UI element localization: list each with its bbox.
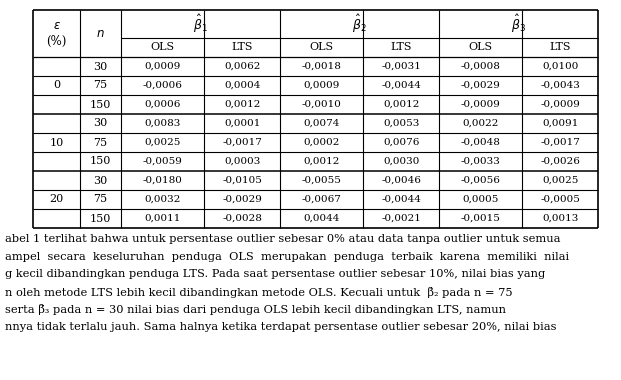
Text: 30: 30 [94, 119, 108, 128]
Text: 30: 30 [94, 62, 108, 71]
Text: 0,0076: 0,0076 [383, 138, 419, 147]
Text: serta β̂₃ pada n = 30 nilai bias dari penduga OLS lebih kecil dibandingkan LTS, : serta β̂₃ pada n = 30 nilai bias dari pe… [5, 304, 506, 315]
Text: 75: 75 [94, 195, 107, 204]
Text: 0,0004: 0,0004 [224, 81, 260, 90]
Text: 0,0012: 0,0012 [224, 100, 260, 109]
Text: n oleh metode LTS lebih kecil dibandingkan metode OLS. Kecuali untuk  β̂₂ pada n: n oleh metode LTS lebih kecil dibandingk… [5, 287, 512, 298]
Text: $\hat{\beta}_2$: $\hat{\beta}_2$ [352, 13, 367, 35]
Text: 150: 150 [90, 100, 111, 109]
Text: -0,0017: -0,0017 [222, 138, 262, 147]
Text: -0,0031: -0,0031 [381, 62, 421, 71]
Text: nnya tidak terlalu jauh. Sama halnya ketika terdapat persentase outlier sebesar : nnya tidak terlalu jauh. Sama halnya ket… [5, 321, 556, 331]
Text: 0,0025: 0,0025 [542, 176, 578, 185]
Text: 0,0091: 0,0091 [542, 119, 578, 128]
Text: -0,0005: -0,0005 [540, 195, 580, 204]
Text: 75: 75 [94, 81, 107, 90]
Text: OLS: OLS [151, 43, 175, 52]
Text: 0,0009: 0,0009 [304, 81, 340, 90]
Text: g kecil dibandingkan penduga LTS. Pada saat persentase outlier sebesar 10%, nila: g kecil dibandingkan penduga LTS. Pada s… [5, 269, 545, 279]
Text: 0,0062: 0,0062 [224, 62, 260, 71]
Text: -0,0056: -0,0056 [461, 176, 501, 185]
Text: 10: 10 [50, 138, 64, 147]
Text: 0,0083: 0,0083 [145, 119, 181, 128]
Text: 0,0044: 0,0044 [304, 214, 340, 223]
Text: 0,0003: 0,0003 [224, 157, 260, 166]
Text: -0,0180: -0,0180 [143, 176, 183, 185]
Text: LTS: LTS [550, 43, 571, 52]
Text: -0,0017: -0,0017 [540, 138, 580, 147]
Text: -0,0029: -0,0029 [461, 81, 501, 90]
Text: 0,0009: 0,0009 [145, 62, 181, 71]
Text: 75: 75 [94, 138, 107, 147]
Text: 0,0011: 0,0011 [145, 214, 181, 223]
Text: -0,0026: -0,0026 [540, 157, 580, 166]
Text: $\varepsilon$
(%): $\varepsilon$ (%) [47, 19, 67, 48]
Text: OLS: OLS [469, 43, 493, 52]
Text: 150: 150 [90, 214, 111, 223]
Text: -0,0046: -0,0046 [381, 176, 421, 185]
Text: 0,0002: 0,0002 [304, 138, 340, 147]
Text: $\hat{\beta}_3$: $\hat{\beta}_3$ [511, 13, 526, 35]
Text: LTS: LTS [232, 43, 253, 52]
Text: 0,0005: 0,0005 [463, 195, 499, 204]
Text: -0,0044: -0,0044 [381, 195, 421, 204]
Text: -0,0044: -0,0044 [381, 81, 421, 90]
Text: -0,0009: -0,0009 [540, 100, 580, 109]
Text: 0,0013: 0,0013 [542, 214, 578, 223]
Text: LTS: LTS [391, 43, 412, 52]
Text: 0,0001: 0,0001 [224, 119, 260, 128]
Text: 0,0030: 0,0030 [383, 157, 419, 166]
Text: -0,0028: -0,0028 [222, 214, 262, 223]
Text: -0,0055: -0,0055 [302, 176, 342, 185]
Text: 0,0025: 0,0025 [145, 138, 181, 147]
Text: -0,0021: -0,0021 [381, 214, 421, 223]
Text: -0,0029: -0,0029 [222, 195, 262, 204]
Text: -0,0006: -0,0006 [143, 81, 183, 90]
Text: -0,0048: -0,0048 [461, 138, 501, 147]
Text: -0,0009: -0,0009 [461, 100, 501, 109]
Text: ampel  secara  keseluruhan  penduga  OLS  merupakan  penduga  terbaik  karena  m: ampel secara keseluruhan penduga OLS mer… [5, 252, 569, 261]
Text: 0,0012: 0,0012 [383, 100, 419, 109]
Text: -0,0043: -0,0043 [540, 81, 580, 90]
Text: -0,0033: -0,0033 [461, 157, 501, 166]
Text: -0,0008: -0,0008 [461, 62, 501, 71]
Text: $\hat{\beta}_1$: $\hat{\beta}_1$ [193, 13, 208, 35]
Text: 0,0053: 0,0053 [383, 119, 419, 128]
Text: 0,0012: 0,0012 [304, 157, 340, 166]
Text: -0,0067: -0,0067 [302, 195, 342, 204]
Text: 0,0022: 0,0022 [463, 119, 499, 128]
Text: 0,0032: 0,0032 [145, 195, 181, 204]
Text: 30: 30 [94, 176, 108, 185]
Text: OLS: OLS [310, 43, 333, 52]
Text: 0,0006: 0,0006 [145, 100, 181, 109]
Text: -0,0059: -0,0059 [143, 157, 183, 166]
Text: 20: 20 [50, 195, 64, 204]
Text: 0,0100: 0,0100 [542, 62, 578, 71]
Text: 0: 0 [53, 81, 60, 90]
Text: 0,0074: 0,0074 [304, 119, 340, 128]
Text: $n$: $n$ [96, 27, 105, 40]
Text: -0,0018: -0,0018 [302, 62, 342, 71]
Text: 150: 150 [90, 157, 111, 166]
Text: abel 1 terlihat bahwa untuk persentase outlier sebesar 0% atau data tanpa outlie: abel 1 terlihat bahwa untuk persentase o… [5, 234, 561, 244]
Text: -0,0015: -0,0015 [461, 214, 501, 223]
Text: -0,0105: -0,0105 [222, 176, 262, 185]
Text: -0,0010: -0,0010 [302, 100, 342, 109]
